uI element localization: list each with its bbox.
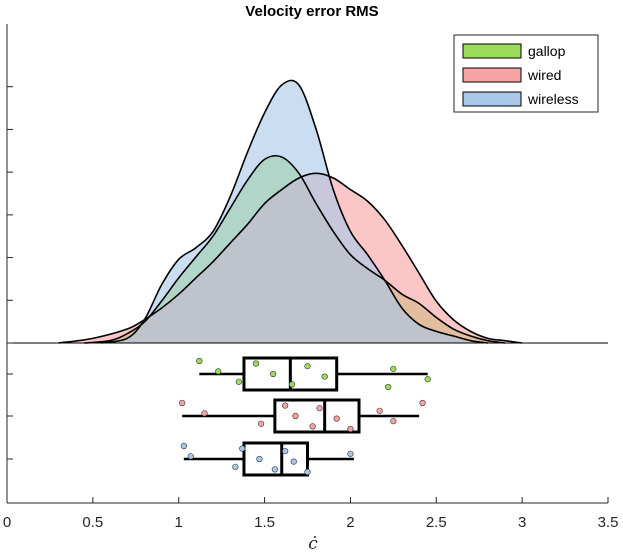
point-gallop <box>385 383 392 391</box>
x-axis-label: ċ <box>308 534 318 554</box>
point-wireless <box>180 442 187 450</box>
point-wireless <box>232 463 239 470</box>
point-wired <box>292 412 299 420</box>
raw-points <box>179 357 431 476</box>
point-wired <box>316 405 323 412</box>
point-wired <box>201 410 208 417</box>
legend-label-wired: wired <box>527 67 561 83</box>
density-fills <box>58 80 523 343</box>
point-wired <box>333 415 340 422</box>
point-wireless <box>304 468 311 476</box>
point-gallop <box>304 363 311 370</box>
box-wireless <box>242 441 309 477</box>
point-wireless <box>271 466 278 473</box>
point-wireless <box>347 450 354 457</box>
point-wireless <box>187 453 194 460</box>
point-gallop <box>270 370 277 378</box>
legend-swatch-wireless <box>462 91 522 107</box>
x-tick-label: 2 <box>346 514 354 531</box>
axes: 0 0.5 1 1.5 2 2.5 3 3.5 <box>3 24 619 531</box>
chart-title: Velocity error RMS <box>245 3 378 20</box>
density-outline-gallop <box>84 154 506 344</box>
point-wireless <box>256 455 263 463</box>
point-gallop <box>288 381 296 388</box>
x-tick-label: 0.5 <box>82 514 103 531</box>
legend-swatch-gallop <box>462 43 522 59</box>
density-outlines <box>58 79 523 344</box>
point-gallop <box>390 365 397 372</box>
x-tick-label: 2.5 <box>426 514 447 531</box>
point-gallop <box>424 376 431 383</box>
point-wired <box>282 402 289 409</box>
x-tick-label: 3 <box>518 514 526 531</box>
point-gallop <box>215 368 222 375</box>
legend-swatch-wired <box>462 67 522 83</box>
density-outline-wired <box>58 172 523 344</box>
legend: gallop wired wireless <box>453 34 599 113</box>
point-wireless <box>290 458 297 465</box>
point-wired <box>419 399 426 407</box>
x-tick-label: 3.5 <box>598 514 619 531</box>
point-wired <box>309 423 316 430</box>
x-tick-label: 0 <box>3 514 11 531</box>
point-gallop <box>252 360 260 367</box>
point-wired <box>258 420 265 427</box>
box-wired <box>273 398 361 434</box>
x-tick-label: 1.5 <box>254 514 275 531</box>
point-wired <box>179 399 186 407</box>
point-wireless <box>282 448 289 455</box>
point-wired <box>347 425 354 433</box>
density-wireless <box>101 80 488 343</box>
density-outline-wireless <box>101 79 488 344</box>
point-gallop <box>321 373 328 380</box>
legend-label-gallop: gallop <box>528 43 566 59</box>
point-wireless <box>239 445 246 452</box>
point-wired <box>390 418 397 425</box>
point-wired <box>376 407 383 414</box>
point-gallop <box>235 378 242 385</box>
boxplots <box>182 356 428 477</box>
x-tick-label: 1 <box>175 514 183 531</box>
point-gallop <box>196 357 203 365</box>
legend-label-wireless: wireless <box>527 91 579 107</box>
